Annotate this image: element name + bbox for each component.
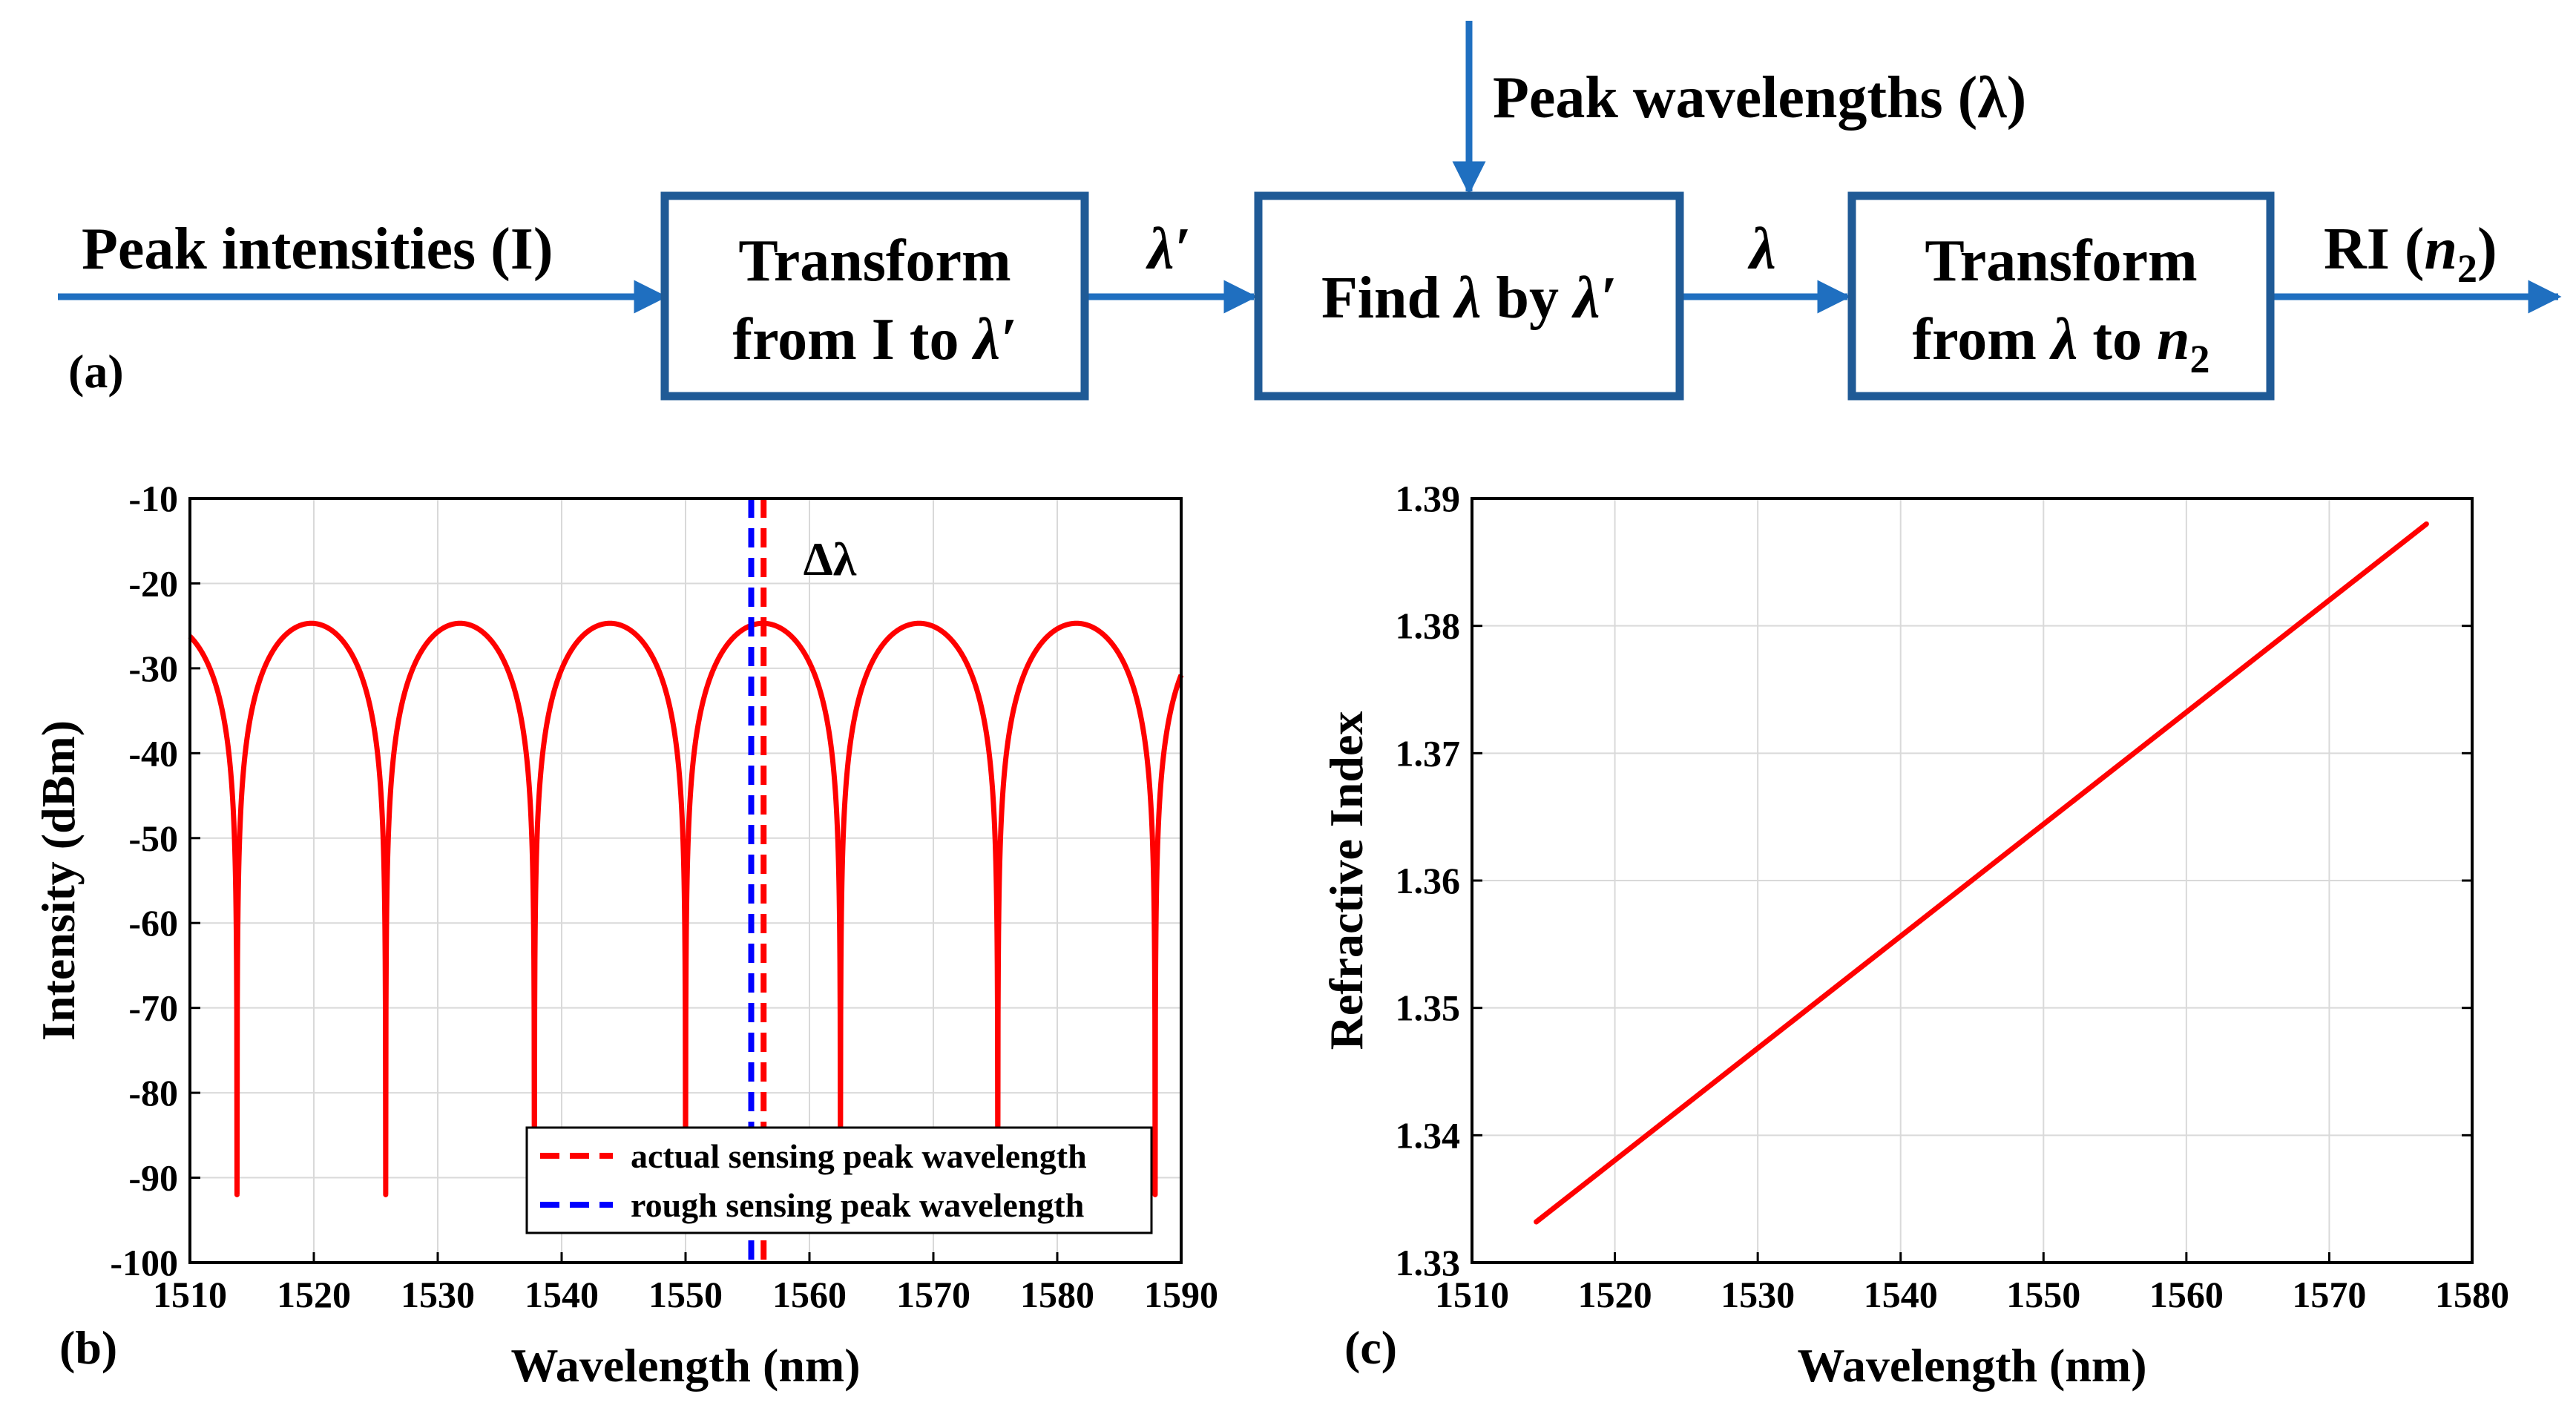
output-post: ) bbox=[2477, 217, 2497, 282]
chart-b-ylabel: Intensity (dBm) bbox=[32, 720, 85, 1041]
y-tick-label: -20 bbox=[128, 562, 178, 604]
box-transform-lambda-to-n2 bbox=[1847, 191, 2275, 401]
x-tick-label: 1550 bbox=[648, 1274, 723, 1315]
legend-label-rough: rough sensing peak wavelength bbox=[631, 1186, 1084, 1224]
y-tick-label: -100 bbox=[110, 1242, 178, 1283]
y-tick-label: 1.33 bbox=[1396, 1242, 1461, 1283]
output-label: RI (n2) bbox=[2324, 217, 2497, 291]
chart-b: 1510 1520 1530 1540 1550 1560 1570 1580 1590 -10 -… bbox=[32, 478, 1218, 1392]
chart-b-ticks: 1510 1520 1530 1540 1550 1560 1570 1580 1590 -10 -… bbox=[110, 478, 1218, 1315]
box2-pre: Find bbox=[1321, 266, 1455, 331]
y-tick-label: -60 bbox=[128, 902, 178, 944]
output-pre: RI ( bbox=[2324, 217, 2425, 282]
box2-mid: by bbox=[1482, 266, 1574, 331]
y-tick-label: -40 bbox=[128, 732, 178, 774]
y-tick-label: 1.38 bbox=[1396, 605, 1461, 647]
x-tick-label: 1590 bbox=[1144, 1274, 1218, 1315]
panel-label-b: (b) bbox=[59, 1321, 117, 1374]
box3-lambda: λ bbox=[2049, 307, 2078, 372]
x-tick-label: 1560 bbox=[772, 1274, 847, 1315]
box1-line2-text: from I to bbox=[732, 307, 973, 372]
box-find-lambda bbox=[1254, 191, 1684, 401]
x-tick-label: 1510 bbox=[1435, 1274, 1509, 1315]
y-tick-label: 1.34 bbox=[1396, 1114, 1461, 1156]
ri-line bbox=[1534, 521, 2429, 1225]
box3-pre: from bbox=[1913, 307, 2051, 372]
x-tick-label: 1530 bbox=[401, 1274, 475, 1315]
arrow1-label: λ′ bbox=[1146, 217, 1191, 282]
box3-line1: Transform bbox=[1925, 228, 2197, 294]
box3-line2: from λ to n2 bbox=[1913, 307, 2210, 381]
y-tick-label: -90 bbox=[128, 1157, 178, 1199]
y-tick-label: -80 bbox=[128, 1072, 178, 1113]
panel-label-c: (c) bbox=[1344, 1321, 1397, 1374]
y-tick-label: 1.39 bbox=[1396, 478, 1461, 519]
x-tick-label: 1520 bbox=[277, 1274, 351, 1315]
x-tick-label: 1570 bbox=[2292, 1274, 2366, 1315]
x-tick-label: 1510 bbox=[153, 1274, 227, 1315]
box3-n: n bbox=[2157, 307, 2190, 372]
chart-c-ylabel: Refractive Index bbox=[1320, 711, 1373, 1050]
x-tick-label: 1520 bbox=[1578, 1274, 1652, 1315]
box3-sub: 2 bbox=[2190, 337, 2210, 381]
x-tick-label: 1530 bbox=[1721, 1274, 1795, 1315]
x-tick-label: 1570 bbox=[896, 1274, 970, 1315]
legend-label-actual: actual sensing peak wavelength bbox=[631, 1137, 1087, 1175]
y-tick-label: -70 bbox=[128, 987, 178, 1029]
top-input-label: Peak wavelengths (λ) bbox=[1493, 65, 2026, 131]
chart-c-ticks: 1510 1520 1530 1540 1550 1560 1570 1580 1.39 1.38… bbox=[1396, 478, 2510, 1315]
box-transform-i-to-lambda-prime bbox=[660, 191, 1089, 401]
x-tick-label: 1540 bbox=[525, 1274, 599, 1315]
box2-label: Find λ by λ′ bbox=[1321, 266, 1617, 331]
box1-line1: Transform bbox=[738, 228, 1011, 294]
y-tick-label: 1.35 bbox=[1396, 987, 1461, 1029]
y-tick-label: -30 bbox=[128, 648, 178, 689]
box2-lambda: λ bbox=[1453, 266, 1482, 331]
y-tick-label: 1.36 bbox=[1396, 860, 1461, 901]
chart-c-xlabel: Wavelength (nm) bbox=[1797, 1339, 2146, 1392]
y-tick-label: -10 bbox=[128, 478, 178, 519]
chart-b-xlabel: Wavelength (nm) bbox=[510, 1339, 860, 1392]
y-tick-label: 1.37 bbox=[1396, 732, 1461, 774]
x-tick-label: 1580 bbox=[1020, 1274, 1094, 1315]
input-label: Peak intensities (I) bbox=[82, 217, 553, 282]
output-n: n bbox=[2425, 217, 2458, 282]
chart-c: 1510 1520 1530 1540 1550 1560 1570 1580 1.39 1.38… bbox=[1320, 478, 2509, 1392]
output-sub: 2 bbox=[2457, 246, 2477, 291]
x-tick-label: 1560 bbox=[2149, 1274, 2224, 1315]
legend-box bbox=[525, 1126, 1153, 1234]
flow-diagram: Peak intensities (I) Peak wavelengths (λ… bbox=[58, 21, 2562, 401]
x-tick-label: 1580 bbox=[2435, 1274, 2509, 1315]
chart-c-data bbox=[1534, 521, 2429, 1225]
panel-label-a: (a) bbox=[68, 345, 124, 398]
chart-b-annotation-delta-lambda: Δλ bbox=[804, 533, 857, 585]
chart-b-axes-frame bbox=[188, 497, 1183, 1264]
x-tick-label: 1540 bbox=[1864, 1274, 1938, 1315]
chart-c-axes-frame bbox=[1471, 497, 2474, 1264]
x-tick-label: 1550 bbox=[2006, 1274, 2080, 1315]
chart-b-legend: actual sensing peak wavelength rough sen… bbox=[525, 1126, 1153, 1234]
box1-lambda-prime: λ′ bbox=[972, 307, 1017, 372]
box3-mid: to bbox=[2077, 307, 2157, 372]
box2-lambda-prime: λ′ bbox=[1571, 266, 1617, 331]
y-tick-label: -50 bbox=[128, 818, 178, 859]
box1-line2: from I to λ′ bbox=[732, 307, 1016, 372]
arrow2-label: λ bbox=[1747, 217, 1776, 282]
